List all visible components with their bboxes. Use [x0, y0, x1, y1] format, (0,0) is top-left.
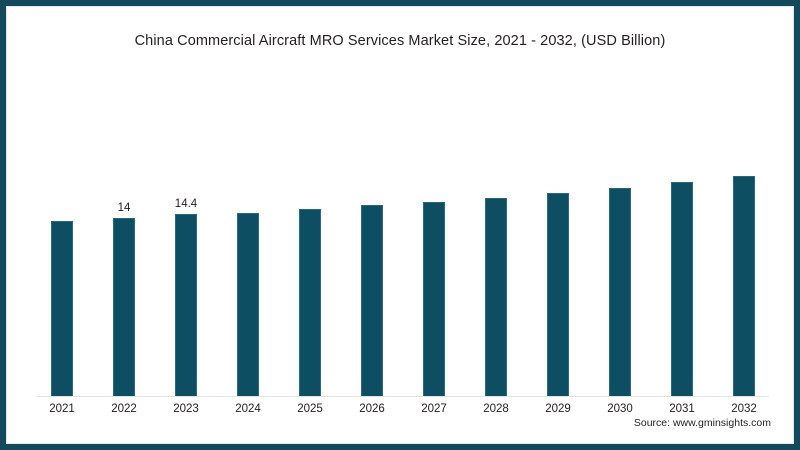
bar[interactable]: [113, 218, 135, 396]
x-axis-label: 2025: [297, 403, 323, 415]
bar-slot: 14.4: [155, 67, 217, 396]
bar-slot: [31, 67, 93, 396]
bar[interactable]: [423, 202, 445, 396]
x-axis-label: 2022: [111, 403, 137, 415]
bar-slot: [589, 67, 651, 396]
page-title: China Commercial Aircraft MRO Services M…: [134, 33, 666, 49]
x-axis-label: 2028: [483, 403, 509, 415]
bar-value-label: 14: [117, 202, 131, 215]
chart-canvas: China Commercial Aircraft MRO Services M…: [6, 6, 794, 444]
bar[interactable]: [51, 221, 73, 396]
bar[interactable]: [671, 182, 693, 396]
x-axis-line: [37, 396, 769, 397]
x-axis-label: 2030: [607, 403, 633, 415]
bar-slot: [527, 67, 589, 396]
x-axis-label: 2024: [235, 403, 261, 415]
bar-slot: [403, 67, 465, 396]
x-axis-label: 2029: [545, 403, 571, 415]
bar[interactable]: [175, 214, 197, 396]
bar-slot: [341, 67, 403, 396]
bar-slot: [217, 67, 279, 396]
x-axis-label: 2031: [669, 403, 695, 415]
bar[interactable]: [299, 209, 321, 396]
x-axis-label: 2023: [173, 403, 199, 415]
bar[interactable]: [237, 213, 259, 396]
bar[interactable]: [733, 176, 755, 396]
x-axis-label: 2027: [421, 403, 447, 415]
bar-slot: [465, 67, 527, 396]
bar[interactable]: [485, 198, 507, 396]
bar-value-label: 14.4: [174, 198, 198, 211]
bar[interactable]: [609, 188, 631, 396]
bar-slot: [713, 67, 775, 396]
bar-series: 14 14.4: [31, 67, 775, 396]
x-axis-label: 2026: [359, 403, 385, 415]
x-axis-label: 2021: [49, 403, 75, 415]
bar-slot: [279, 67, 341, 396]
x-axis-tick-labels: 2021 2022 2023 2024 2025 2026 2027 2028 2029 2030…: [31, 403, 775, 419]
bar-slot: [651, 67, 713, 396]
bar-slot: 14: [93, 67, 155, 396]
bar[interactable]: [547, 193, 569, 396]
bar[interactable]: [361, 205, 383, 396]
source-attribution: Source: www.gminsights.com: [633, 417, 771, 429]
plot-area: 14 14.4: [31, 67, 775, 397]
x-axis-label: 2032: [731, 403, 757, 415]
